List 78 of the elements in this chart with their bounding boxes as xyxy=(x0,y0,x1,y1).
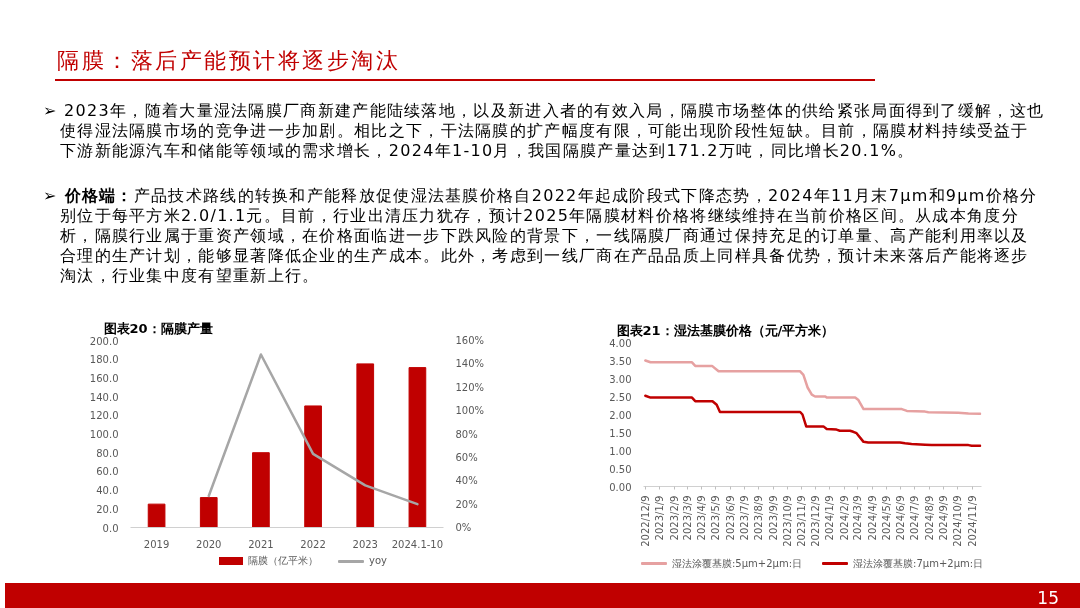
y2-tick-label: 60% xyxy=(455,451,478,463)
text: ➢ 2023年，随着大量湿法隔膜厂商新建产能陆续落地，以及新进入者的有效入局，隔膜市场整体的供给紧张局面得到了缓解，这也使得湿法隔膜市场的竞争进一步加剧。相比之下，干法隔膜的扩产幅度有限，可能出现阶段性短缺。目前，隔膜材料持续受益于下游新能源汽车和储能等领域的需求增长，2024年1-10月，我国隔膜产量达到171.2万吨，同比增长20.1%。 xyxy=(42,101,1045,161)
text: ➢ 价格端：产品技术路线的转换和产能释放促使湿法基膜价格自2022年起成阶段式下降态势，2024年11月末7μm和9μm价格分别位于每平方米2.0/1.1元。目前，行业出清压力犹存，预计2025年隔膜材料价格将继续维持在当前价格区间。从成本角度分析，隔膜行业属于重资产领域，在价格面临进一步下跌风险的背景下，一线隔膜厂商通过保持充足的订单量、高产能利用率以及合理的生产计划，能够显著降低企业的生产成本。此外，考虑到一线厂商在产品品质上同样具备优势，预计未来落后产能将逐步淘汰，行业集中度有望重新上行。 xyxy=(42,186,1039,286)
x-tick-label: 2023/11/9 xyxy=(796,495,808,547)
x-tick-label: 2023/9/9 xyxy=(767,495,779,541)
x-tick-label: 2024/7/9 xyxy=(909,495,921,541)
bar xyxy=(252,452,270,528)
x-tick-label: 2023/3/9 xyxy=(681,495,693,541)
y-tick-label: 4.00 xyxy=(609,337,632,349)
x-tick-label: 2023/7/9 xyxy=(738,495,750,541)
chart-title: 图表21：湿法基膜价格（元/平方米） xyxy=(616,322,835,338)
y-tick-label: 1.00 xyxy=(609,445,632,457)
y-tick-label: 200.0 xyxy=(89,335,119,347)
y-tick-label: 180.0 xyxy=(89,354,119,366)
x-tick-label: 2023/10/9 xyxy=(781,495,793,547)
y-tick-label: 20.0 xyxy=(96,503,119,515)
y-tick-label: 80.0 xyxy=(96,447,119,459)
bar xyxy=(408,367,427,528)
legend-label: yoy xyxy=(369,554,387,568)
x-tick-label: 2024/4/9 xyxy=(866,495,878,541)
x-tick-label: 2024/1/9 xyxy=(824,495,836,541)
y-tick-label: 140.0 xyxy=(89,391,119,403)
bar xyxy=(356,363,375,528)
y-tick-label: 160.0 xyxy=(89,372,119,384)
y-tick-label: 3.00 xyxy=(609,373,632,385)
text: 15 xyxy=(1037,587,1059,608)
x-tick-label: 2023/1/9 xyxy=(654,495,666,541)
chart-title: 图表20：隔膜产量 xyxy=(103,320,213,336)
x-tick-label: 2024/5/9 xyxy=(880,495,892,541)
x-tick-label: 2024/2/9 xyxy=(838,495,850,541)
text: 隔膜：落后产能预计将逐步淘汰 xyxy=(57,47,400,75)
y-tick-label: 2.00 xyxy=(609,409,632,421)
x-tick-label: 2024/8/9 xyxy=(923,495,935,541)
x-tick-label: 2024/11/9 xyxy=(966,495,978,547)
y2-tick-label: 160% xyxy=(455,335,485,346)
y2-tick-label: 80% xyxy=(455,428,478,440)
x-tick-label: 2019 xyxy=(143,538,170,550)
line-series xyxy=(644,359,982,416)
x-tick-label: 2023 xyxy=(352,538,378,550)
y2-tick-label: 0% xyxy=(455,522,472,533)
bar xyxy=(304,405,322,528)
line-series xyxy=(207,353,419,506)
y-tick-label: 3.50 xyxy=(609,355,632,367)
legend-label: 湿法涂覆基膜:5μm+2μm:日 xyxy=(672,556,803,571)
x-tick-label: 2023/4/9 xyxy=(696,495,708,541)
y-tick-label: 40.0 xyxy=(96,485,119,497)
y2-tick-label: 120% xyxy=(455,381,485,393)
y2-tick-label: 140% xyxy=(455,358,485,370)
bar xyxy=(199,497,218,528)
legend-label: 隔膜（亿平米） xyxy=(248,554,318,568)
y-tick-label: 2.50 xyxy=(609,391,632,403)
x-tick-label: 2022/12/9 xyxy=(639,495,651,547)
x-tick-label: 2024/6/9 xyxy=(895,495,907,541)
x-tick-label: 2021 xyxy=(248,538,274,550)
x-tick-label: 2024/9/9 xyxy=(938,495,950,541)
x-tick-label: 2023/5/9 xyxy=(710,495,722,541)
line-series xyxy=(644,394,982,448)
y-tick-label: 0.00 xyxy=(609,481,632,493)
x-tick-label: 2023/8/9 xyxy=(753,495,765,541)
y-tick-label: 1.50 xyxy=(609,427,632,439)
x-tick-label: 2024/10/9 xyxy=(952,495,964,547)
x-tick-label: 2020 xyxy=(196,538,222,550)
x-tick-label: 2023/12/9 xyxy=(810,495,822,547)
y-tick-label: 100.0 xyxy=(89,429,119,440)
legend-label: 湿法涂覆基膜:7μm+2μm:日 xyxy=(853,556,984,571)
x-tick-label: 2022 xyxy=(300,538,326,550)
bar xyxy=(147,503,166,528)
x-tick-label: 2024/3/9 xyxy=(852,495,864,541)
y2-tick-label: 20% xyxy=(455,498,478,510)
y-tick-label: 0.50 xyxy=(609,463,632,475)
y-tick-label: 120.0 xyxy=(89,410,119,422)
y-tick-label: 60.0 xyxy=(96,466,119,478)
x-tick-label: 2024.1-10 xyxy=(391,538,444,550)
x-tick-label: 2023/2/9 xyxy=(668,495,680,541)
y-tick-label: 0.0 xyxy=(102,522,119,534)
y2-tick-label: 40% xyxy=(455,475,478,487)
x-tick-label: 2023/6/9 xyxy=(724,495,736,541)
y2-tick-label: 100% xyxy=(455,405,485,417)
